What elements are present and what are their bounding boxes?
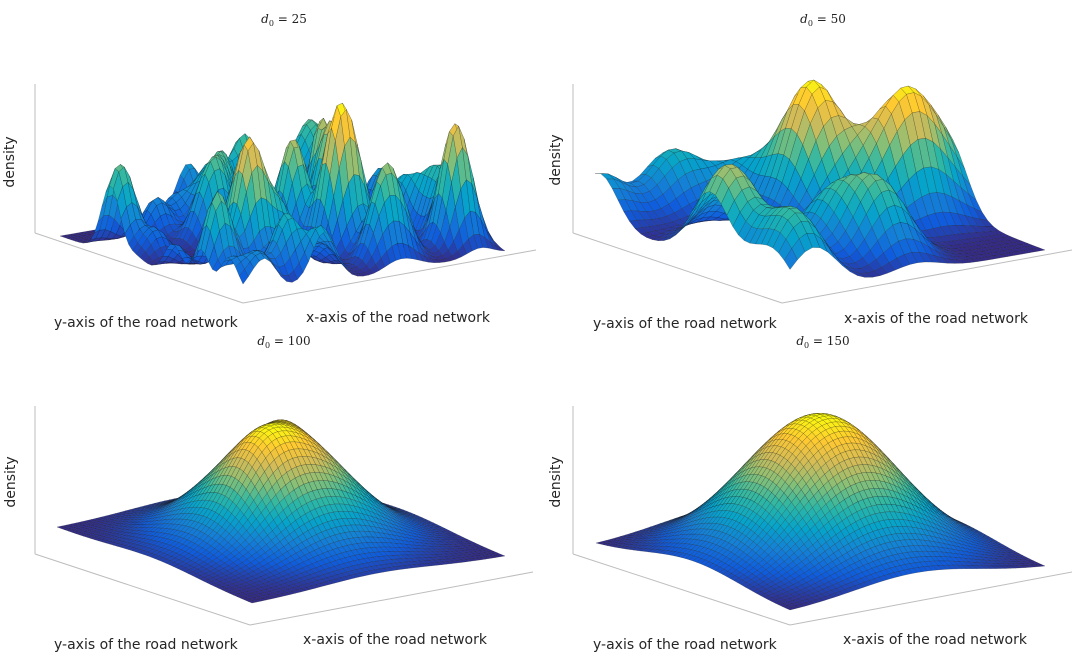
axes-frame	[34, 84, 537, 304]
z-axis-label: density	[2, 136, 18, 187]
z-axis-label: density	[548, 134, 564, 185]
y-axis-label: y-axis of the road network	[593, 316, 778, 332]
x-axis-line	[242, 249, 537, 304]
panel-d0-25: d0 = 25 density y-axis of the road netwo…	[2, 12, 537, 331]
x-axis-label: x-axis of the road network	[306, 310, 491, 326]
y-axis-line	[572, 232, 783, 304]
surface-mesh	[59, 102, 506, 285]
panel-title: d0 = 100	[257, 334, 310, 350]
x-axis-label: x-axis of the road network	[844, 311, 1029, 327]
y-axis-label: y-axis of the road network	[54, 315, 239, 331]
panel-title: d0 = 50	[800, 12, 846, 28]
y-axis-line	[34, 232, 244, 304]
panel-d0-100: d0 = 100 density y-axis of the road netw…	[3, 334, 534, 652]
panel-title: d0 = 25	[261, 12, 307, 28]
surface-mesh	[56, 419, 506, 604]
surface-mesh	[594, 79, 1046, 278]
panel-d0-50: d0 = 50 density y-axis of the road netwo…	[548, 12, 1072, 332]
